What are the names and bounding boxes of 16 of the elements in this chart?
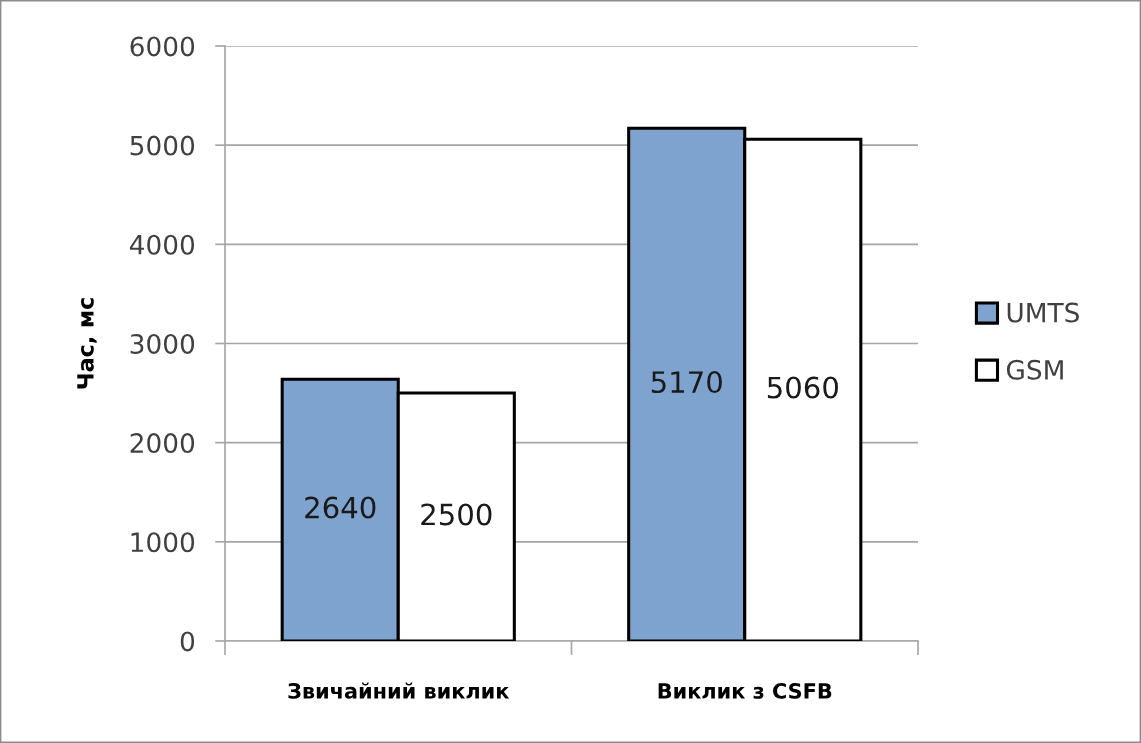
y-tick-label: 4000: [129, 234, 195, 255]
data-label: 2500: [421, 503, 492, 526]
data-label: 2640: [305, 496, 376, 519]
y-axis-title: Час, мс: [77, 298, 97, 389]
y-tick-label: 1000: [131, 532, 195, 553]
y-tick-label: 6000: [130, 36, 195, 57]
y-tick-label: 0: [180, 631, 195, 652]
data-label: 5170: [651, 371, 722, 394]
y-tick-label: 3000: [130, 333, 195, 354]
y-tick-label: 2000: [130, 433, 195, 454]
x-tick-label: Виклик з CSFB: [658, 683, 832, 699]
legend-label: UMTS: [1007, 302, 1079, 323]
x-tick-label: Звичайний виклик: [288, 682, 510, 699]
y-tick-label: 5000: [130, 135, 195, 156]
data-label: 5060: [767, 376, 838, 399]
legend-label: GSM: [1006, 359, 1063, 380]
